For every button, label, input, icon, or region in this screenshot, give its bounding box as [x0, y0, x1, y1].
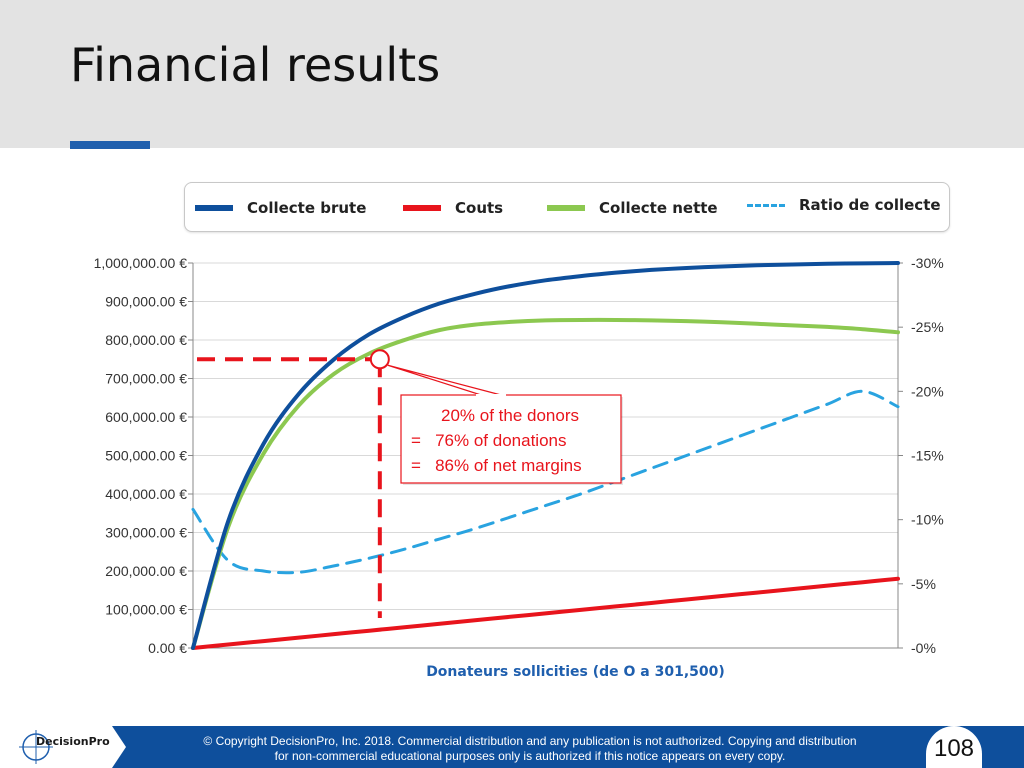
- y-right-tick-label: -10%: [911, 512, 944, 528]
- page-number: 108: [933, 735, 975, 762]
- y-left-tick-label: 100,000.00 €: [105, 602, 187, 618]
- callout-box: [400, 394, 622, 484]
- y-right-tick-label: -5%: [911, 576, 936, 592]
- y-left-tick-label: 400,000.00 €: [105, 486, 187, 502]
- legend-item-ratio-de-collecte: Ratio de collecte: [747, 180, 941, 230]
- legend-label-couts: Couts: [455, 199, 504, 217]
- page-number-badge: [926, 726, 982, 768]
- legend-label-collecte-brute: Collecte brute: [247, 199, 367, 217]
- chart-legend: Collecte brute Couts Collecte nette Rati…: [184, 182, 950, 232]
- callout-pointer-join: [476, 394, 506, 397]
- logo-text: DecisionPro: [36, 735, 110, 748]
- y-left-tick-label: 700,000.00 €: [105, 371, 187, 387]
- y-right-tick-label: -0%: [911, 640, 936, 656]
- callout-pointer: [387, 364, 502, 396]
- annotation-marker: [369, 349, 390, 370]
- logo-box: [0, 726, 112, 768]
- callout-text-line: = 76% of donations: [411, 431, 566, 450]
- y-right-tick-label: -15%: [911, 448, 944, 464]
- footer-band: [0, 726, 1024, 768]
- y-left-tick-label: 500,000.00 €: [105, 448, 187, 464]
- y-left-tick-label: 200,000.00 €: [105, 563, 187, 579]
- title-accent-bar: [70, 141, 150, 149]
- y-left-tick-label: 0.00 €: [148, 640, 187, 656]
- legend-swatch-collecte-nette: [547, 205, 585, 211]
- legend-label-ratio-de-collecte: Ratio de collecte: [799, 196, 941, 214]
- decisionpro-logo-icon: [19, 730, 53, 764]
- legend-swatch-collecte-brute: [195, 205, 233, 211]
- legend-item-collecte-brute: Collecte brute: [195, 183, 366, 233]
- series-line-ratio-de-collecte: [191, 389, 900, 575]
- logo-arrow: [112, 726, 126, 768]
- header-band: [0, 0, 1024, 148]
- legend-item-collecte-nette: Collecte nette: [547, 183, 718, 233]
- slide-title: Financial results: [70, 38, 441, 92]
- legend-label-collecte-nette: Collecte nette: [599, 199, 718, 217]
- y-left-tick-label: 1,000,000.00 €: [94, 255, 188, 271]
- y-right-tick-label: -25%: [911, 319, 944, 335]
- y-right-tick-label: -20%: [911, 383, 944, 399]
- y-right-tick-label: -30%: [911, 255, 944, 271]
- y-left-tick-label: 800,000.00 €: [105, 332, 187, 348]
- legend-swatch-ratio-de-collecte: [747, 203, 785, 207]
- series-line-couts: [191, 576, 900, 650]
- financial-results-chart: 0.00 € 100,000.00 € 200,000.00 € 300,000.00…: [94, 255, 944, 680]
- copyright-line-2: for non-commercial educational purposes …: [274, 749, 786, 763]
- y-left-tick-label: 600,000.00 €: [105, 409, 187, 425]
- y-left-tick-label: 900,000.00 €: [105, 294, 187, 310]
- copyright-line-1: © Copyright DecisionPro, Inc. 2018. Comm…: [203, 734, 857, 748]
- legend-item-couts: Couts: [403, 183, 503, 233]
- legend-swatch-couts: [403, 205, 441, 211]
- callout-text-line: = 86% of net margins: [411, 456, 582, 475]
- y-left-tick-label: 300,000.00 €: [105, 525, 187, 541]
- x-axis-label: Donateurs sollicities (de O a 301,500): [426, 664, 725, 680]
- series-line-collecte-nette: [191, 317, 900, 650]
- series-line-collecte-brute: [191, 261, 900, 650]
- copyright-notice: © Copyright DecisionPro, Inc. 2018. Comm…: [150, 734, 910, 764]
- callout-text-line: 20% of the donors: [441, 406, 579, 425]
